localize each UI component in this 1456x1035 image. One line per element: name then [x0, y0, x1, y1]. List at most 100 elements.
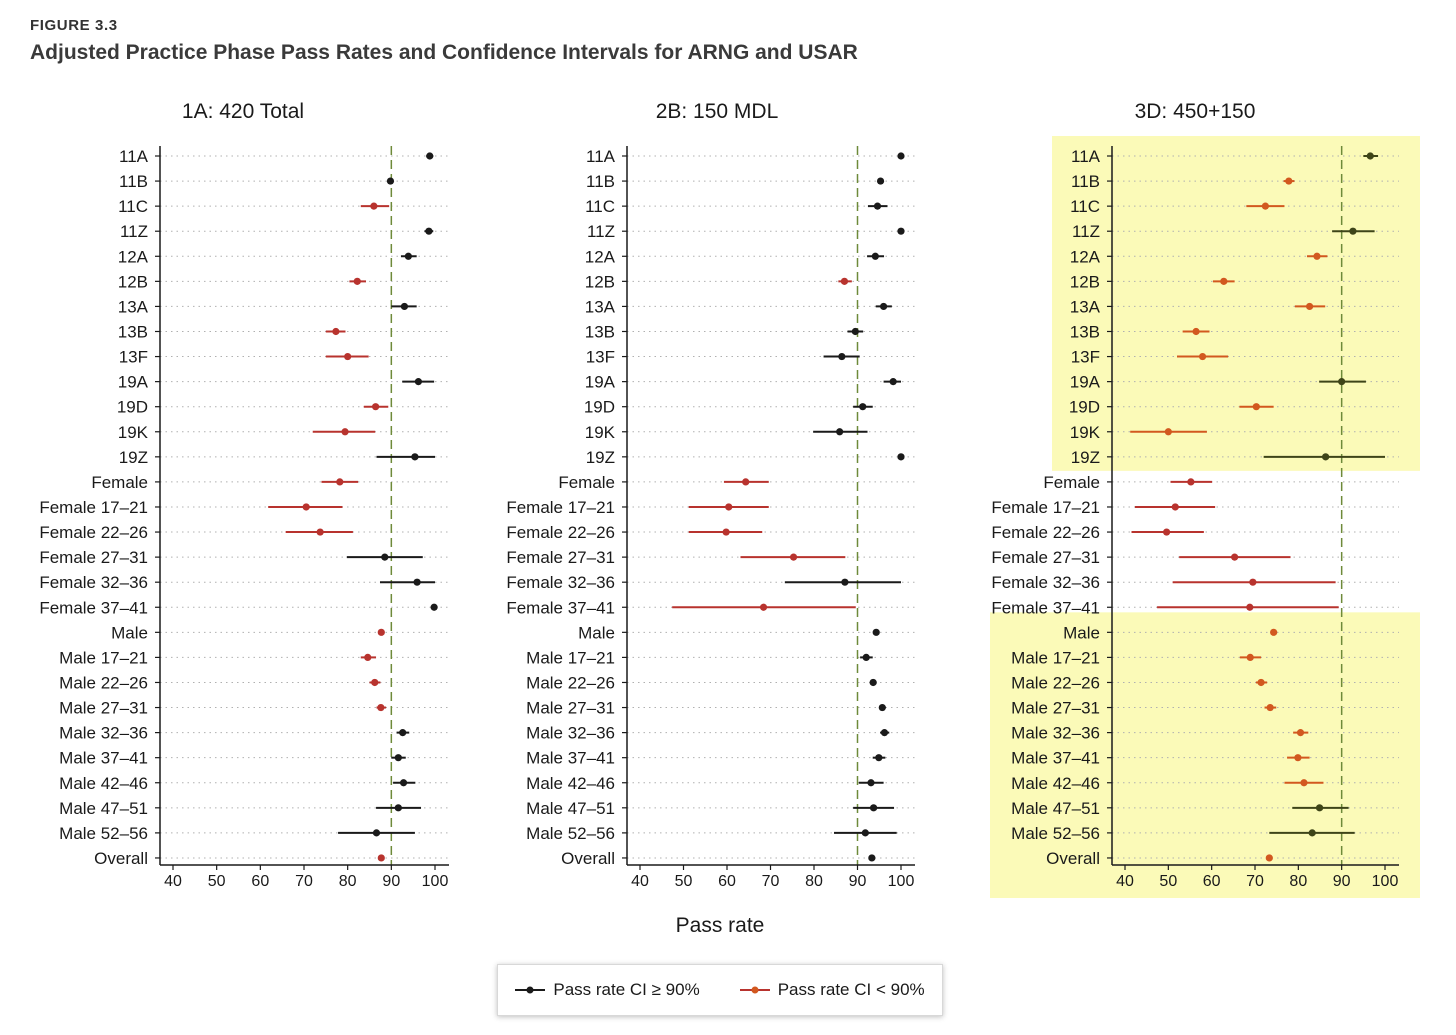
y-tick-label: 13F	[119, 348, 148, 367]
y-tick-label: Female 27–31	[991, 548, 1100, 567]
point-estimate	[1187, 478, 1195, 486]
point-estimate	[897, 152, 905, 160]
y-tick-label: 13F	[1071, 348, 1100, 367]
y-tick-label: Male 22–26	[526, 673, 615, 692]
point-estimate	[1192, 327, 1200, 336]
y-tick-label: 19D	[1069, 398, 1100, 417]
point-estimate	[869, 678, 877, 687]
y-tick-label: Female 37–41	[991, 598, 1100, 617]
point-estimate	[1322, 453, 1330, 461]
y-tick-label: 11A	[1071, 147, 1101, 166]
point-estimate	[1246, 653, 1254, 662]
x-tick-label: 40	[631, 873, 649, 890]
point-estimate	[430, 603, 438, 611]
y-tick-label: Male 32–36	[1011, 724, 1100, 743]
y-tick-label: Overall	[1046, 849, 1100, 868]
point-estimate	[1198, 352, 1207, 361]
x-tick-label: 60	[1203, 873, 1221, 890]
point-estimate	[400, 302, 409, 311]
highlight-band-3-2	[990, 612, 1420, 898]
point-estimate	[836, 428, 844, 436]
y-tick-label: 12B	[118, 272, 148, 291]
panel-title-3: 3D: 450+150	[1135, 100, 1256, 123]
x-tick-label: 80	[1289, 873, 1307, 890]
y-tick-label: 13A	[1070, 297, 1101, 316]
y-tick-label: Male 42–46	[59, 774, 148, 793]
y-tick-label: 13A	[118, 297, 149, 316]
y-tick-label: Male	[1063, 623, 1100, 642]
figure-title: Adjusted Practice Phase Pass Rates and C…	[30, 41, 858, 64]
point-estimate	[386, 177, 395, 185]
point-estimate	[377, 628, 385, 636]
y-tick-label: Male	[578, 623, 615, 642]
point-estimate	[897, 453, 905, 461]
y-tick-label: Overall	[94, 849, 148, 868]
point-estimate	[1294, 754, 1302, 762]
y-tick-label: 11C	[585, 197, 615, 216]
y-tick-label: 19K	[1070, 423, 1101, 442]
y-tick-label: 11A	[586, 147, 616, 166]
point-estimate	[897, 227, 905, 235]
y-tick-label: 13B	[1070, 322, 1100, 341]
x-axis-title: Pass rate	[676, 914, 765, 937]
point-estimate	[1171, 503, 1179, 511]
y-tick-label: 13B	[118, 322, 148, 341]
x-tick-label: 50	[1159, 873, 1177, 890]
point-estimate	[399, 729, 407, 737]
point-estimate	[425, 227, 433, 235]
highlight-band-3-1	[1052, 136, 1420, 471]
point-estimate	[411, 453, 419, 461]
point-estimate	[1164, 428, 1172, 436]
point-estimate	[840, 277, 849, 285]
point-estimate	[859, 403, 867, 411]
point-estimate	[873, 202, 882, 210]
point-estimate	[889, 378, 897, 386]
y-tick-label: 11B	[119, 172, 148, 191]
y-tick-label: 19A	[585, 373, 616, 392]
y-tick-label: Female 27–31	[39, 548, 148, 567]
point-estimate	[1308, 829, 1316, 837]
y-tick-label: Female 22–26	[991, 523, 1100, 542]
x-tick-label: 70	[295, 873, 313, 890]
point-estimate	[880, 729, 889, 737]
x-tick-label: 80	[339, 873, 357, 890]
y-tick-label: Female 22–26	[39, 523, 148, 542]
x-tick-label: 70	[762, 873, 780, 890]
y-tick-label: Male 37–41	[526, 749, 615, 768]
point-estimate	[370, 202, 378, 210]
y-tick-label: Female	[558, 473, 615, 492]
point-estimate	[875, 754, 883, 762]
y-tick-label: Male	[111, 623, 148, 642]
y-tick-label: 11B	[1071, 172, 1100, 191]
y-tick-label: 19Z	[586, 448, 615, 467]
y-tick-label: Male 22–26	[59, 673, 148, 692]
point-estimate	[1246, 603, 1254, 611]
point-estimate	[1163, 528, 1171, 536]
point-estimate	[880, 302, 888, 311]
point-estimate	[344, 352, 352, 361]
y-tick-label: 12A	[1070, 247, 1101, 266]
y-tick-label: Female	[1043, 473, 1100, 492]
y-tick-label: Male 27–31	[526, 699, 615, 718]
y-tick-label: Male 52–56	[526, 824, 615, 843]
point-estimate	[1220, 277, 1228, 285]
point-estimate	[725, 503, 733, 511]
y-tick-label: Male 27–31	[59, 699, 148, 718]
x-tick-label: 90	[1333, 873, 1351, 890]
y-tick-label: 19A	[118, 373, 149, 392]
point-estimate	[377, 703, 385, 712]
point-estimate	[759, 603, 768, 611]
y-tick-label: Male 17–21	[1011, 648, 1100, 667]
point-estimate	[381, 553, 389, 561]
y-tick-label: Female 27–31	[506, 548, 615, 567]
point-estimate	[871, 252, 879, 260]
y-tick-label: Male 47–51	[526, 799, 615, 818]
legend: Pass rate CI ≥ 90% Pass rate CI < 90%	[497, 964, 943, 1016]
legend-item-ci-below-90: Pass rate CI < 90%	[739, 980, 925, 1000]
x-tick-label: 50	[675, 873, 693, 890]
point-estimate	[878, 703, 886, 712]
y-tick-label: 19K	[585, 423, 616, 442]
x-tick-label: 90	[382, 873, 400, 890]
y-tick-label: Male 32–36	[526, 724, 615, 743]
point-estimate	[789, 553, 798, 561]
